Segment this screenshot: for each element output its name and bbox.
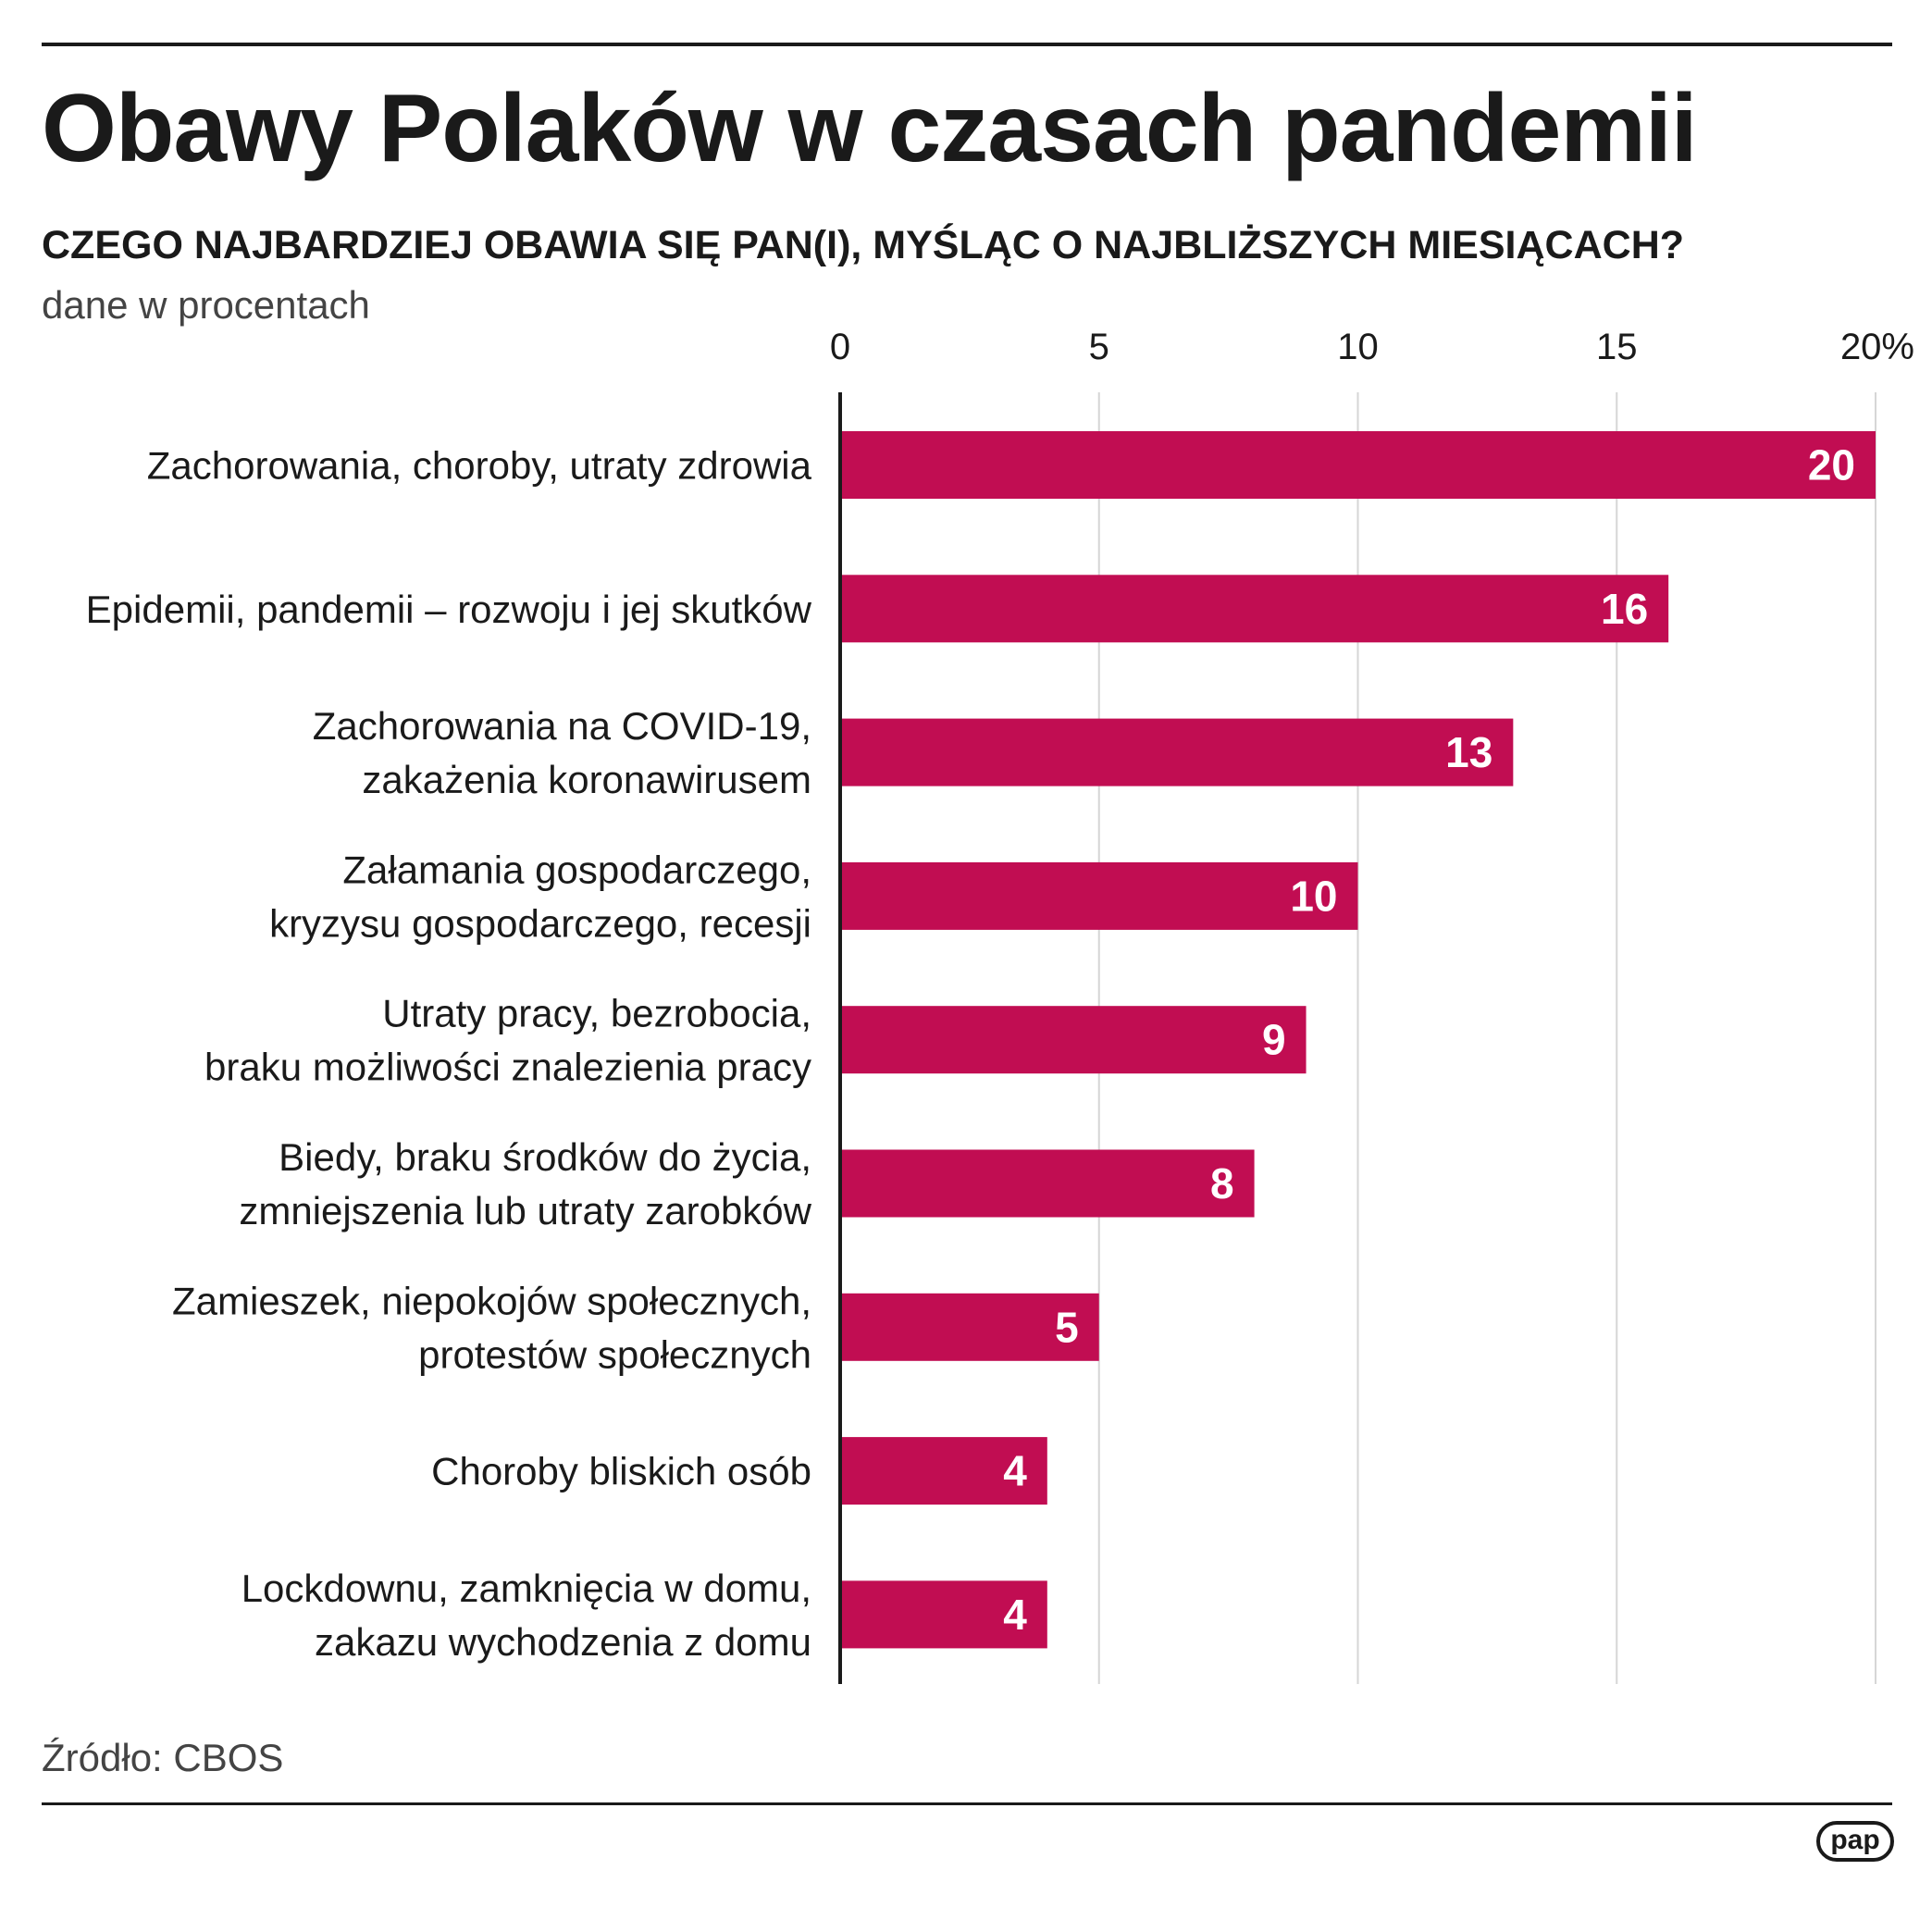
bar xyxy=(840,1006,1307,1074)
x-axis-ticks: 0 5 10 15 20% xyxy=(830,327,1914,367)
bar-value-label: 4 xyxy=(1003,1447,1027,1495)
category-labels: Zachorowania, choroby, utraty zdrowia Epi… xyxy=(86,444,812,1664)
category-label: Biedy, braku środków do życia, xyxy=(279,1135,811,1179)
category-label: zmniejszenia lub utraty zarobków xyxy=(239,1189,811,1232)
bar xyxy=(840,718,1514,786)
pap-logo: pap xyxy=(1816,1821,1894,1862)
bars: 20 16 13 10 9 8 5 4 4 xyxy=(840,431,1876,1649)
bar xyxy=(840,1580,1047,1649)
x-tick-label: 15 xyxy=(1596,327,1638,367)
chart-subtitle: CZEGO NAJBARDZIEJ OBAWIA SIĘ PAN(I), MYŚ… xyxy=(42,223,1685,267)
category-label: Epidemii, pandemii – rozwoju i jej skutk… xyxy=(86,588,812,631)
category-label: Choroby bliskich osób xyxy=(431,1450,811,1493)
bar-chart: 0 5 10 15 20% 20 16 13 10 9 8 5 4 4 Zachorowania, ch… xyxy=(86,327,1914,1684)
bar xyxy=(840,575,1669,643)
bar-value-label: 20 xyxy=(1808,441,1855,489)
category-label: Załamania gospodarczego, xyxy=(342,848,811,891)
bar-value-label: 13 xyxy=(1445,728,1492,776)
top-rule xyxy=(42,43,1892,46)
category-label: Lockdownu, zamknięcia w domu, xyxy=(242,1567,811,1610)
bottom-rule xyxy=(42,1802,1892,1805)
category-label: Zachorowania, choroby, utraty zdrowia xyxy=(147,444,812,488)
bar xyxy=(840,861,1358,930)
category-label: Zamieszek, niepokojów społecznych, xyxy=(172,1279,811,1322)
category-label: protestów społecznych xyxy=(418,1332,811,1376)
bar-value-label: 10 xyxy=(1290,872,1337,920)
bar xyxy=(840,1437,1047,1505)
bar-value-label: 16 xyxy=(1601,585,1648,633)
bar-value-label: 5 xyxy=(1055,1303,1079,1351)
bar xyxy=(840,1149,1255,1218)
category-label: braku możliwości znalezienia pracy xyxy=(204,1046,811,1089)
x-tick-label: 0 xyxy=(830,327,850,367)
category-label: Utraty pracy, bezrobocia, xyxy=(382,992,811,1035)
category-label: Zachorowania na COVID-19, xyxy=(313,704,811,748)
bar-value-label: 4 xyxy=(1003,1591,1027,1639)
bar-value-label: 8 xyxy=(1210,1159,1234,1208)
x-tick-label: 5 xyxy=(1089,327,1109,367)
chart-title: Obawy Polaków w czasach pandemii xyxy=(42,75,1698,182)
category-label: kryzysu gospodarczego, recesji xyxy=(269,901,811,945)
bar xyxy=(840,431,1876,499)
x-tick-label: 10 xyxy=(1337,327,1379,367)
unit-note: dane w procentach xyxy=(42,283,370,327)
bar-value-label: 9 xyxy=(1262,1016,1286,1064)
category-label: zakażenia koronawirusem xyxy=(362,758,811,801)
category-label: zakazu wychodzenia z domu xyxy=(315,1620,811,1664)
bar xyxy=(840,1293,1099,1361)
x-tick-label: 20% xyxy=(1840,327,1914,367)
source-note: Źródło: CBOS xyxy=(42,1736,284,1779)
